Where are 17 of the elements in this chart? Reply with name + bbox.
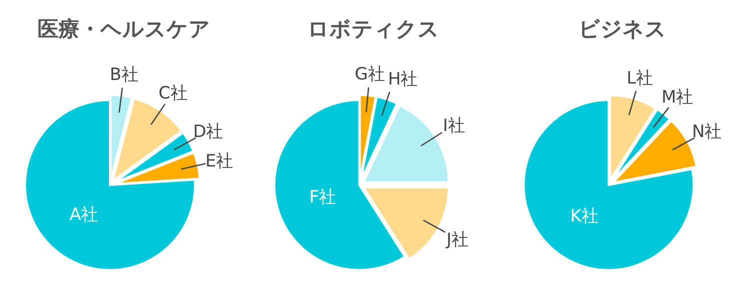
slice-label: A社 (69, 204, 98, 225)
slice-label: E社 (205, 152, 234, 172)
slice-label: N社 (692, 122, 722, 142)
slice-label: I社 (442, 116, 465, 136)
slice-label: J社 (445, 230, 468, 250)
slice-label: L社 (626, 68, 654, 88)
slice-label: D社 (193, 122, 224, 142)
slice-label: K社 (570, 206, 598, 226)
slice-label: H社 (388, 69, 418, 90)
slice-label: M社 (661, 88, 694, 108)
slice-label: G社 (354, 64, 385, 84)
chart-title: ビジネス (578, 17, 667, 41)
slice-label: C社 (158, 83, 188, 104)
slice-label: B社 (110, 64, 138, 85)
chart-title: 医療・ヘルスケア (38, 17, 210, 41)
chart-title: ロボティクス (307, 17, 440, 41)
slice-label: F社 (309, 188, 336, 208)
